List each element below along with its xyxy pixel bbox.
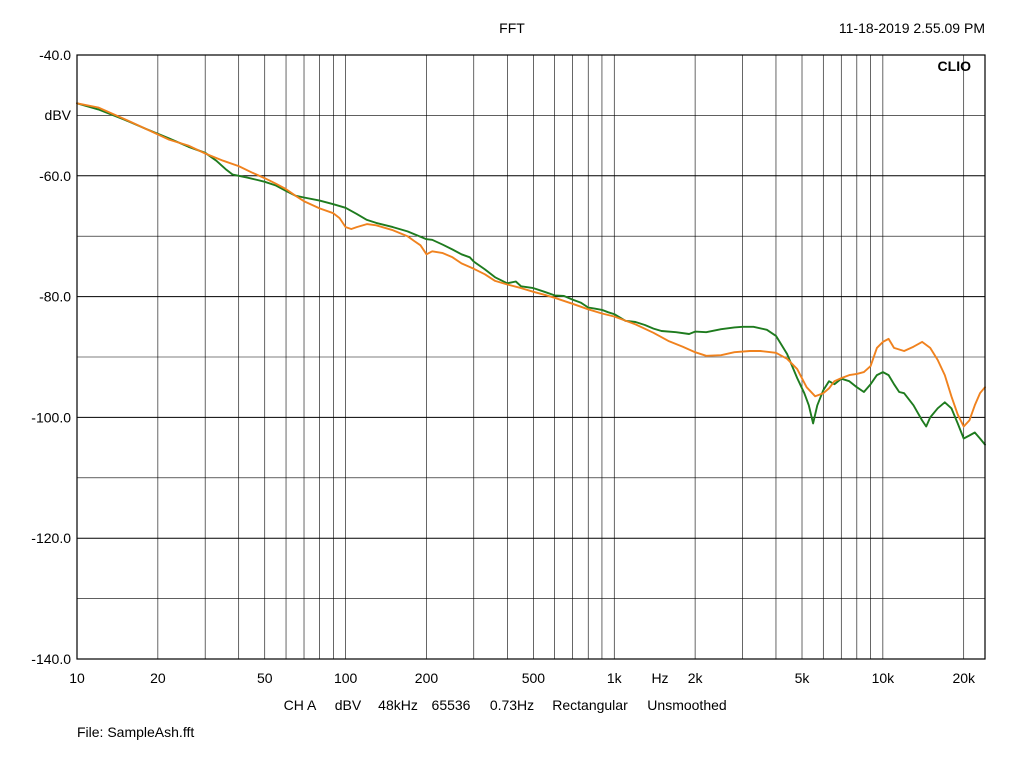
y-tick-label: -100.0 (31, 409, 71, 425)
green-series-line (76, 102, 986, 446)
y-tick-label: -120.0 (31, 530, 71, 546)
x-tick-label: 10 (69, 670, 85, 686)
plot-frame (76, 54, 986, 660)
x-tick-label: 50 (257, 670, 273, 686)
orange-series-line (76, 102, 986, 428)
timestamp: 11-18-2019 2.55.09 PM (839, 20, 985, 36)
x-tick-label: 200 (415, 670, 439, 686)
smoothing-setting: Unsmoothed (647, 697, 726, 713)
y-tick-label: -140.0 (31, 651, 71, 667)
x-axis-label: Hz (651, 670, 668, 686)
grid (77, 55, 985, 659)
sample-rate-setting: 48kHz (378, 697, 418, 713)
y-tick-label: -40.0 (39, 47, 71, 63)
channel-setting: CH A (284, 697, 317, 713)
clio-logo: CLIO (938, 58, 972, 74)
settings-row: CH A dBV 48kHz 65536 0.73Hz Rectangular … (284, 697, 727, 713)
x-tick-label: 20k (952, 670, 976, 686)
y-axis-label: dBV (45, 107, 72, 123)
y-tick-label: -80.0 (39, 289, 71, 305)
chart-title: FFT (499, 20, 525, 36)
x-tick-label: 100 (334, 670, 358, 686)
x-axis-ticks: 10 20 50 100 200 500 1k 2k 5k 10k 20k (69, 670, 976, 686)
x-tick-label: 500 (522, 670, 546, 686)
window-setting: Rectangular (552, 697, 628, 713)
y-axis-ticks: -40.0 -60.0 -80.0 -100.0 -120.0 -140.0 (31, 47, 71, 667)
unit-setting: dBV (335, 697, 362, 713)
x-tick-label: 10k (872, 670, 896, 686)
y-tick-label: -60.0 (39, 168, 71, 184)
resolution-setting: 0.73Hz (490, 697, 534, 713)
x-tick-label: 5k (795, 670, 811, 686)
x-tick-label: 20 (150, 670, 166, 686)
file-name: File: SampleAsh.fft (77, 724, 194, 740)
fft-size-setting: 65536 (432, 697, 471, 713)
x-tick-label: 2k (688, 670, 704, 686)
x-tick-label: 1k (607, 670, 623, 686)
series-layer (76, 102, 986, 446)
